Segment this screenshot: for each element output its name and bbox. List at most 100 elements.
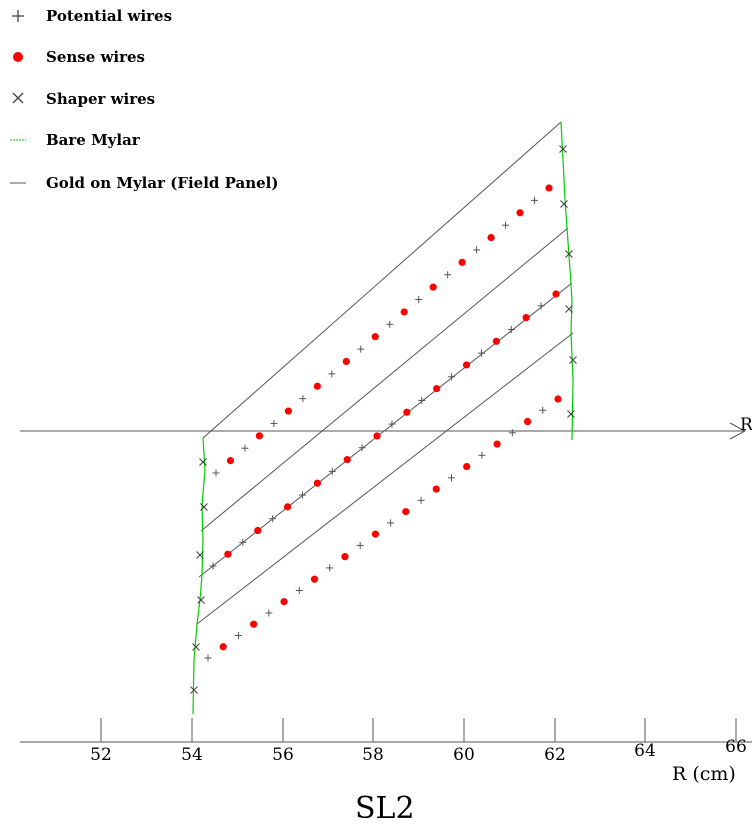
wire-markers <box>190 145 577 694</box>
potential-wire <box>270 419 278 427</box>
potential-wire <box>269 515 277 523</box>
shaper-wire <box>567 410 575 418</box>
shaper-wire <box>192 643 200 651</box>
potential-wire <box>356 541 364 549</box>
reference-axis-label: R <box>740 415 752 435</box>
potential-wire <box>537 302 545 310</box>
legend-sense-label: Sense wires <box>46 48 145 66</box>
sense-wire <box>310 575 319 583</box>
axis-tick-label: 52 <box>90 745 112 765</box>
potential-wire <box>212 469 220 477</box>
legend-shaper-label: Shaper wires <box>46 90 155 108</box>
sense-wire <box>226 457 235 465</box>
axis-tick-label: 54 <box>181 745 203 765</box>
potential-wire <box>507 325 515 333</box>
mylar-right-side <box>560 121 574 441</box>
potential-wire <box>328 467 336 475</box>
shaper-wire <box>560 200 568 208</box>
potential-wire <box>299 395 307 403</box>
axis-tick-label: 58 <box>362 745 384 765</box>
potential-wire <box>502 221 510 229</box>
field-panel-1 <box>202 121 562 439</box>
sense-wire <box>343 455 351 464</box>
sense-wire <box>552 290 560 298</box>
sense-wire <box>313 382 321 390</box>
sense-wire <box>371 333 379 341</box>
sense-wire <box>371 530 379 538</box>
potential-wire <box>298 491 306 499</box>
potential-wire <box>204 654 212 662</box>
sense-wire <box>432 485 440 493</box>
potential-wire <box>539 406 547 414</box>
potential-wire <box>473 246 481 254</box>
sense-wire <box>433 385 441 393</box>
sense-wire <box>523 417 532 426</box>
legend: Potential wires Sense wires Shaper wires… <box>10 7 278 192</box>
potential-wire <box>239 538 247 546</box>
mylar-sides <box>192 121 574 715</box>
sense-wire <box>341 553 349 561</box>
sense-wire <box>462 361 471 369</box>
shaper-wire <box>565 250 573 258</box>
shaper-wire <box>190 686 198 694</box>
sense-wire <box>283 503 292 511</box>
potential-wire <box>444 271 452 279</box>
sense-wire <box>429 283 437 291</box>
sense-wire <box>403 408 411 416</box>
shaper-wire <box>199 458 207 466</box>
potential-wire <box>326 564 334 572</box>
potential-wire <box>295 586 303 594</box>
potential-wire <box>265 609 273 617</box>
potential-wire <box>508 429 516 437</box>
sense-wire <box>402 508 410 516</box>
sense-wire <box>516 209 524 217</box>
legend-sense-marker <box>13 52 23 62</box>
sense-wire <box>522 314 530 322</box>
sense-wire <box>458 258 466 266</box>
shaper-wire <box>196 551 204 559</box>
x-axis-title: R (cm) <box>672 763 736 785</box>
legend-potential-label: Potential wires <box>46 7 172 25</box>
sense-wire <box>255 432 264 440</box>
potential-wire <box>388 420 396 428</box>
sense-wire <box>224 550 232 558</box>
sense-wire <box>342 357 350 366</box>
sense-wire <box>313 479 321 487</box>
sense-wire <box>400 308 408 316</box>
potential-wire <box>386 320 394 328</box>
legend-mylar-label: Bare Mylar <box>46 131 141 149</box>
mylar-left-side <box>192 437 206 715</box>
sense-wire <box>373 432 381 440</box>
potential-wire <box>531 196 539 204</box>
axis-tick-label: 64 <box>634 741 656 761</box>
legend-potential-marker <box>12 10 24 22</box>
potential-wire <box>418 396 426 404</box>
sense-wire <box>463 462 471 471</box>
axis-tick-label: 56 <box>272 745 294 765</box>
sense-wire <box>487 233 495 242</box>
diagram-title: SL2 <box>355 791 415 824</box>
potential-wire <box>447 474 455 482</box>
sense-wire <box>254 526 262 535</box>
sense-wire <box>284 407 292 415</box>
shaper-wire <box>565 305 573 313</box>
axis-tick-label: 60 <box>453 745 475 765</box>
field-panel-4 <box>196 332 574 625</box>
potential-wire <box>415 296 423 304</box>
sense-wire <box>545 184 553 192</box>
axis-tick-label: 62 <box>544 745 566 765</box>
sense-wire <box>250 620 258 628</box>
sense-wire <box>493 440 501 448</box>
reference-axis <box>20 422 747 440</box>
legend-shaper-marker <box>12 92 24 104</box>
potential-wire <box>478 451 486 459</box>
field-panel-2 <box>200 227 569 532</box>
potential-wire <box>417 496 425 504</box>
shaper-wire <box>559 145 567 153</box>
potential-wire <box>477 349 485 357</box>
potential-wire <box>387 519 395 527</box>
potential-wire <box>358 444 366 452</box>
potential-wire <box>209 562 217 570</box>
potential-wire <box>448 373 456 381</box>
